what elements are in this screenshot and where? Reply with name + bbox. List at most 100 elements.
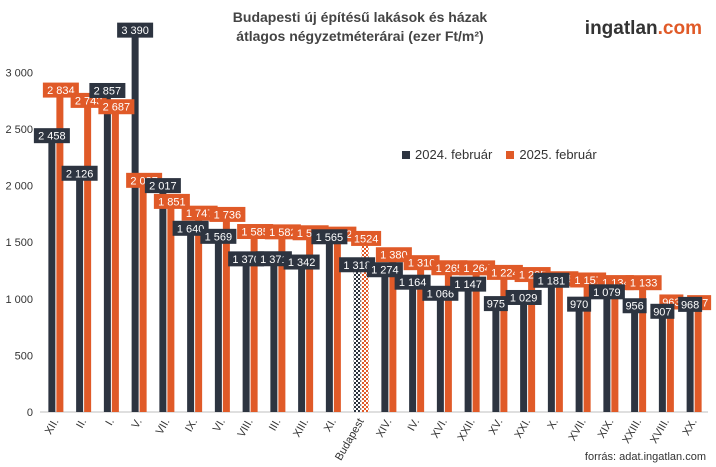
legend-label-2024: 2024. február (415, 147, 493, 162)
legend-item-2025: 2025. február (506, 147, 597, 162)
chart-legend: 2024. február 2025. február (402, 147, 597, 162)
bar-2024 (658, 309, 666, 412)
legend-swatch-2024 (402, 150, 410, 159)
bar-2024 (159, 183, 167, 412)
x-tick-label: XXI. (512, 417, 533, 441)
x-tick-label: IX. (183, 417, 200, 435)
axis-layer: 0 500 1 000 1 500 2 000 2 500 3 000 (5, 67, 708, 419)
data-label-2024-box (117, 22, 154, 38)
bar-2024 (547, 278, 555, 412)
data-label-2025-box (209, 206, 246, 222)
x-tick-label: XIII. (291, 417, 311, 440)
data-label-2025-box (181, 205, 218, 221)
data-label-2025-box (570, 272, 607, 288)
data-label-2024: 2 017 (149, 181, 177, 193)
bar-2024 (631, 303, 639, 412)
legend-swatch-2025 (506, 150, 515, 159)
data-label-2024-box (483, 296, 508, 312)
x-tick-label: VIII. (236, 417, 256, 440)
bar-2025 (611, 283, 619, 412)
bar-2025 (500, 273, 508, 412)
bar-2024 (492, 301, 500, 412)
x-tick-label: XXII. (455, 417, 477, 444)
bar-2025 (222, 215, 230, 412)
x-tick-label: XII. (43, 417, 62, 437)
data-label-2024: 1 079 (593, 287, 621, 299)
data-label-2024: 1 029 (510, 292, 538, 304)
bar-2024 (520, 295, 528, 412)
data-label-2025: 1 264 (463, 263, 491, 275)
bar-2024 (686, 302, 694, 412)
data-label-2025-box (459, 260, 496, 276)
data-label-2024-box (228, 251, 265, 267)
bar-2025 (250, 232, 258, 412)
bar-2024 (464, 282, 472, 412)
brand-logo-accent: .com (657, 18, 702, 39)
data-label-2025-box (625, 275, 662, 291)
bar-2025 (306, 233, 314, 412)
data-label-2024: 1 569 (205, 231, 233, 243)
chart-title: Budapesti új építésű lakások és házak át… (150, 8, 570, 46)
x-tick-label: V. (130, 417, 145, 431)
data-label-2024-box (533, 272, 570, 288)
data-label-2024: 1 066 (427, 288, 455, 300)
data-label-2024: 3 390 (121, 25, 149, 37)
data-label-2024: 975 (487, 299, 505, 311)
data-label-2024-box (450, 276, 487, 292)
bars-layer (48, 28, 702, 413)
data-label-2024: 1 565 (316, 232, 344, 244)
x-tick-label: VI. (211, 417, 228, 435)
data-label-2025: 1 310 (408, 258, 436, 270)
data-label-2024: 1 370 (232, 254, 260, 266)
y-tick-label: 2 000 (5, 181, 33, 193)
data-label-2025: 1 736 (214, 209, 242, 221)
bar-2025 (361, 239, 369, 412)
data-label-2025-box (42, 82, 79, 98)
bar-2025 (639, 283, 647, 412)
bar-2025 (278, 232, 286, 412)
y-tick-label: 2 500 (5, 124, 33, 136)
bar-2025 (333, 235, 341, 412)
bar-2024 (381, 267, 389, 412)
data-label-2025: 1 747 (186, 208, 214, 220)
bar-2025 (444, 268, 452, 412)
y-tick-label: 0 (27, 407, 33, 419)
bar-2025 (389, 255, 397, 412)
data-label-2025-box (98, 99, 135, 115)
bar-2025 (472, 268, 480, 412)
data-label-2024: 1 147 (454, 279, 482, 291)
data-label-2024: 907 (653, 306, 671, 318)
data-label-2025: 1524 (354, 233, 378, 245)
bar-2025 (528, 275, 536, 412)
data-label-2024-box (567, 296, 592, 312)
data-label-2024-box (255, 251, 292, 267)
x-tick-label: XX. (680, 417, 699, 438)
data-label-2024-box (200, 228, 237, 244)
y-tick-label: 1 500 (5, 237, 33, 249)
data-label-2025: 1 157 (574, 275, 602, 287)
bar-2025 (555, 279, 563, 412)
bar-2025 (139, 181, 147, 412)
data-label-2024-box (422, 285, 459, 301)
x-tick-label: XI. (322, 417, 339, 435)
data-label-2024-box (505, 289, 542, 305)
data-label-2024: 1 371 (260, 254, 288, 266)
bar-2024 (76, 171, 84, 412)
y-tick-label: 3 000 (5, 67, 33, 79)
x-tick-label: XIV. (374, 417, 394, 440)
chart-title-line2: átlagos négyzetméterárai (ezer Ft/m²) (236, 28, 484, 44)
data-label-2024: 2 857 (94, 85, 122, 97)
data-label-2025-box (431, 260, 468, 276)
legend-label-2025: 2025. február (519, 147, 597, 162)
bar-2024 (436, 291, 444, 412)
bar-2024 (409, 280, 417, 412)
data-label-2024-box (172, 220, 209, 236)
data-label-2025: 2 834 (47, 85, 75, 97)
x-tick-label: IV. (406, 417, 423, 434)
x-tick-label: X. (545, 417, 561, 432)
data-label-2024-box (622, 298, 647, 314)
data-label-2024-box (283, 254, 320, 270)
data-label-2024-box (311, 229, 348, 245)
data-label-2024: 1 181 (538, 275, 566, 287)
data-label-2025-box (153, 193, 190, 209)
